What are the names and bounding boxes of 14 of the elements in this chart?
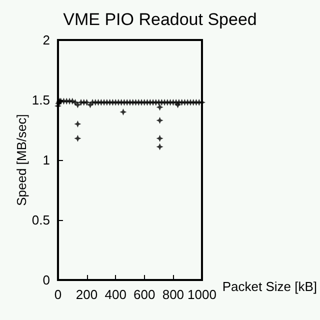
y-tick-label: 0.5 — [32, 212, 50, 228]
y-tick-label: 1 — [42, 152, 50, 168]
y-axis-title: Speed [MB/sec] — [14, 114, 29, 206]
y-tick-label: 1.5 — [32, 92, 50, 108]
x-tick-label: 400 — [104, 287, 126, 302]
x-tick-label: 1000 — [188, 287, 216, 302]
y-tick-label: 0 — [42, 272, 50, 288]
chart-title: VME PIO Readout Speed — [63, 10, 257, 29]
x-tick-label: 0 — [54, 287, 62, 302]
x-tick-label: 200 — [76, 287, 98, 302]
x-axis-title: Packet Size [kB] — [222, 279, 317, 294]
y-tick-label: 2 — [42, 32, 50, 48]
x-tick-label: 600 — [134, 287, 156, 302]
x-tick-label: 800 — [162, 287, 184, 302]
